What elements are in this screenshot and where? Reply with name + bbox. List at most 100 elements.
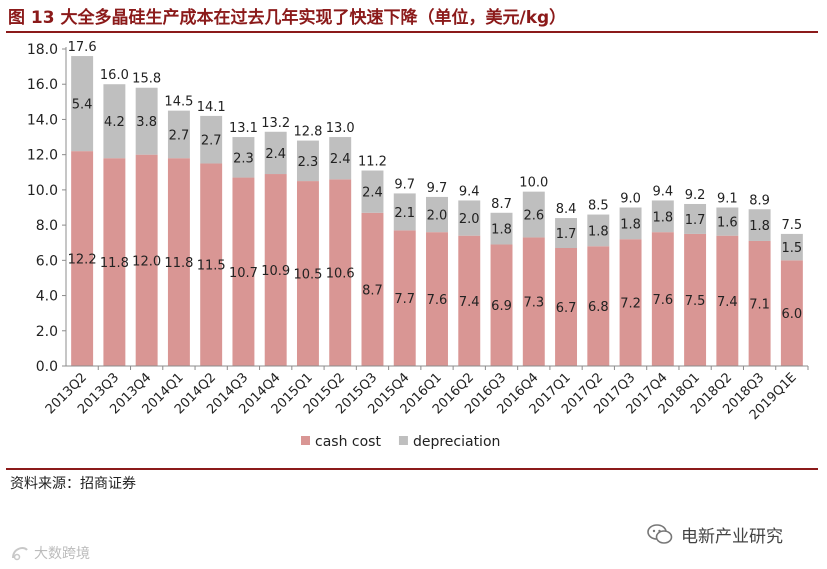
label-depreciation: 2.4 <box>265 147 286 162</box>
y-tick-label: 4.0 <box>36 289 58 305</box>
bar-depreciation <box>651 200 674 233</box>
legend-label: depreciation <box>413 434 500 450</box>
bar-cash-cost <box>748 240 771 366</box>
label-depreciation: 2.7 <box>201 134 222 149</box>
label-total: 8.5 <box>588 199 609 214</box>
label-total: 8.7 <box>491 197 512 212</box>
bar-depreciation <box>748 209 771 241</box>
source-rule <box>6 468 818 470</box>
label-total: 9.7 <box>394 177 415 192</box>
label-depreciation: 1.8 <box>620 217 641 232</box>
label-total: 9.4 <box>459 184 480 199</box>
label-total: 9.2 <box>685 188 706 203</box>
bar-cash-cost <box>619 239 642 366</box>
watermark-left-text: 大数跨境 <box>34 546 90 562</box>
watermark-right-text: 电新产业研究 <box>681 526 783 547</box>
label-depreciation: 1.8 <box>491 223 512 238</box>
y-tick-label: 14.0 <box>27 112 58 128</box>
label-cash-cost: 8.7 <box>362 283 383 298</box>
bar-cash-cost <box>716 235 739 366</box>
label-cash-cost: 7.6 <box>652 293 673 308</box>
label-total: 9.7 <box>427 181 448 196</box>
y-tick-label: 2.0 <box>36 324 58 340</box>
label-depreciation: 1.7 <box>556 227 577 242</box>
bar-depreciation <box>684 203 707 234</box>
bar-depreciation <box>458 200 481 236</box>
label-depreciation: 2.7 <box>169 128 190 143</box>
x-axis: 2013Q22013Q32013Q42014Q12014Q22014Q32014… <box>43 365 809 423</box>
label-cash-cost: 6.8 <box>588 300 609 315</box>
label-depreciation: 1.6 <box>717 216 738 231</box>
bar-cash-cost <box>393 230 416 366</box>
bar-cash-cost <box>587 246 610 366</box>
bar-cash-cost <box>651 232 674 366</box>
bar-depreciation <box>619 207 642 240</box>
y-tick-label: 10.0 <box>27 183 58 199</box>
label-total: 10.0 <box>519 176 548 191</box>
label-depreciation: 2.3 <box>233 151 254 166</box>
label-cash-cost: 7.4 <box>459 295 480 310</box>
label-depreciation: 5.4 <box>72 98 93 113</box>
label-cash-cost: 10.6 <box>326 267 355 282</box>
label-total: 14.5 <box>164 95 193 110</box>
y-tick-label: 6.0 <box>36 253 58 269</box>
bar-depreciation <box>555 218 578 249</box>
bar-cash-cost <box>490 244 513 366</box>
wechat-icon <box>647 524 673 544</box>
bar-cash-cost <box>361 212 384 366</box>
bar-cash-cost <box>522 237 545 366</box>
label-total: 15.8 <box>132 72 161 87</box>
legend-swatch <box>301 436 310 445</box>
label-depreciation: 1.8 <box>588 224 609 239</box>
label-cash-cost: 10.9 <box>261 264 290 279</box>
label-depreciation: 2.1 <box>394 206 415 221</box>
watermark-left: 大数跨境 <box>10 542 90 564</box>
bar-cash-cost <box>200 163 223 366</box>
label-total: 8.4 <box>556 202 577 217</box>
label-cash-cost: 10.7 <box>229 266 258 281</box>
label-depreciation: 1.5 <box>782 241 803 256</box>
label-cash-cost: 6.7 <box>556 301 577 316</box>
y-tick-label: 16.0 <box>27 77 58 93</box>
watermark-logo-icon <box>12 547 28 561</box>
watermark-right: 电新产业研究 <box>647 520 783 548</box>
label-cash-cost: 6.0 <box>782 307 803 322</box>
bar-depreciation <box>296 140 319 182</box>
bar-cash-cost <box>264 174 287 366</box>
bar-cash-cost <box>135 154 158 366</box>
label-cash-cost: 10.5 <box>293 268 322 283</box>
bar-depreciation <box>103 84 126 159</box>
bar-depreciation <box>393 193 416 231</box>
label-cash-cost: 7.6 <box>427 293 448 308</box>
title-rule <box>6 31 818 33</box>
label-total: 13.2 <box>261 116 290 131</box>
label-cash-cost: 7.4 <box>717 295 738 310</box>
label-total: 11.2 <box>358 155 387 170</box>
bar-cash-cost <box>555 248 578 366</box>
y-tick-label: 8.0 <box>36 218 58 234</box>
bar-depreciation <box>167 110 190 159</box>
bar-cash-cost <box>458 235 481 366</box>
label-total: 9.0 <box>620 192 641 207</box>
label-cash-cost: 7.1 <box>749 297 770 312</box>
label-total: 12.8 <box>293 125 322 140</box>
label-cash-cost: 7.5 <box>685 294 706 309</box>
label-cash-cost: 11.8 <box>100 256 129 271</box>
label-depreciation: 3.8 <box>136 115 157 130</box>
label-depreciation: 4.2 <box>104 115 125 130</box>
bar-cash-cost <box>329 179 352 366</box>
bar-depreciation <box>264 131 287 175</box>
bar-depreciation <box>780 233 803 261</box>
label-depreciation: 2.3 <box>298 155 319 170</box>
label-total: 9.4 <box>652 184 673 199</box>
label-total: 9.1 <box>717 192 738 207</box>
chart-legend: cash cost depreciation <box>301 434 500 450</box>
bar-depreciation <box>329 137 352 180</box>
legend-swatch <box>398 436 408 445</box>
y-tick-label: 12.0 <box>27 148 58 164</box>
label-total: 8.9 <box>749 193 770 208</box>
y-tick-label: 0.0 <box>36 359 58 375</box>
label-depreciation: 2.4 <box>362 186 383 201</box>
bar-cash-cost <box>296 181 319 366</box>
bar-cash-cost <box>232 177 255 366</box>
